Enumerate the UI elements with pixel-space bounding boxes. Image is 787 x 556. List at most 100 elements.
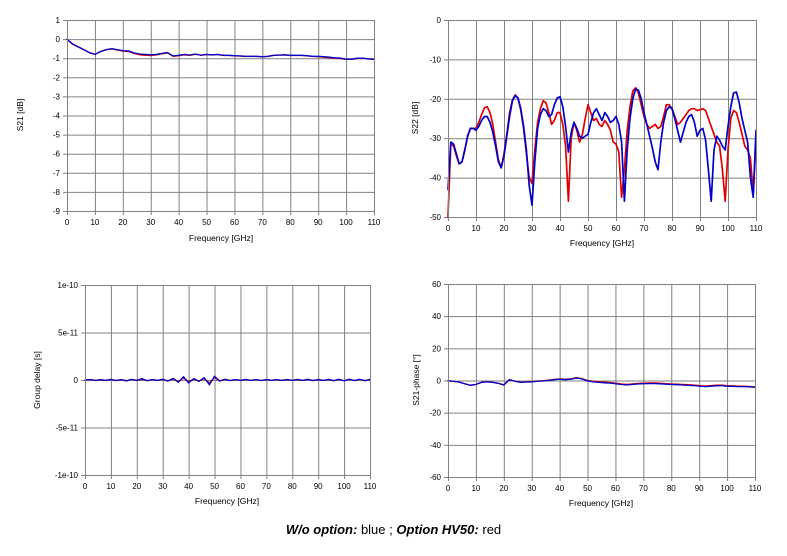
caption-wo-option-label: W/o option: — [285, 522, 358, 537]
group-delay-x-axis-label: Frequency [GHz] — [194, 496, 260, 506]
svg-text:60: 60 — [611, 484, 620, 493]
s21-phase-panel: 0 10 20 30 40 50 60 70 80 90 100 110 60 40 20 0 -20 -40 -6… — [400, 260, 787, 510]
svg-text:80: 80 — [286, 218, 295, 227]
svg-text:-3: -3 — [53, 92, 61, 101]
svg-text:70: 70 — [640, 224, 649, 233]
svg-text:20: 20 — [118, 218, 127, 227]
svg-text:0: 0 — [446, 484, 451, 493]
trace-blue — [447, 88, 757, 207]
svg-text:-2: -2 — [53, 73, 61, 82]
x-tick-labels: 0 10 20 30 40 50 60 70 80 90 100 110 — [446, 224, 763, 233]
svg-text:100: 100 — [337, 482, 351, 491]
svg-text:0: 0 — [74, 376, 79, 385]
s22-y-axis-label: S22 [dB] — [410, 101, 420, 135]
axes-border — [85, 285, 371, 476]
svg-text:20: 20 — [500, 224, 509, 233]
svg-text:100: 100 — [721, 224, 735, 233]
svg-text:-1e-10: -1e-10 — [55, 471, 79, 480]
svg-text:-9: -9 — [53, 207, 61, 216]
axes-border — [448, 20, 757, 218]
svg-text:-30: -30 — [429, 134, 441, 143]
svg-text:-20: -20 — [429, 409, 441, 418]
svg-text:30: 30 — [528, 224, 537, 233]
s22-magnitude-chart: 0 10 20 30 40 50 60 70 80 90 100 110 0 -10 -20 -30 -40 -5… — [429, 16, 763, 233]
svg-text:0: 0 — [56, 35, 61, 44]
svg-text:60: 60 — [612, 224, 621, 233]
svg-text:40: 40 — [555, 484, 564, 493]
svg-text:-5e-11: -5e-11 — [55, 424, 78, 433]
svg-text:70: 70 — [262, 482, 271, 491]
caption-wo-option-value: blue — [360, 522, 386, 537]
svg-text:70: 70 — [639, 484, 648, 493]
svg-text:0: 0 — [437, 16, 442, 25]
tick-marks — [81, 285, 371, 479]
svg-text:-1: -1 — [53, 54, 61, 63]
svg-text:-5: -5 — [53, 131, 61, 140]
svg-text:-40: -40 — [429, 441, 441, 450]
svg-text:60: 60 — [432, 280, 441, 289]
svg-text:110: 110 — [368, 218, 381, 227]
gridlines — [448, 284, 756, 478]
axes-border — [67, 20, 375, 212]
axes-border — [448, 284, 756, 478]
group-delay-panel: 0 10 20 30 40 50 60 70 80 90 100 110 1e-10 5e-11 0 -5e-… — [0, 260, 400, 510]
svg-text:70: 70 — [258, 218, 267, 227]
svg-text:80: 80 — [288, 482, 297, 491]
svg-text:100: 100 — [720, 484, 734, 493]
svg-text:10: 10 — [472, 224, 481, 233]
figure-caption: W/o option: blue ; Option HV50: red — [0, 522, 787, 537]
y-tick-labels: 0 -10 -20 -30 -40 -50 — [429, 16, 441, 222]
svg-text:60: 60 — [236, 482, 245, 491]
svg-text:80: 80 — [668, 224, 677, 233]
svg-text:110: 110 — [364, 482, 377, 491]
s22-magnitude-panel: 0 10 20 30 40 50 60 70 80 90 100 110 0 -10 -20 -30 -40 -5… — [400, 0, 787, 255]
svg-text:1e-10: 1e-10 — [58, 281, 79, 290]
group-delay-y-axis-label: Group delay [s] — [32, 351, 42, 409]
svg-text:1: 1 — [56, 16, 61, 25]
svg-text:30: 30 — [158, 482, 167, 491]
svg-text:50: 50 — [202, 218, 211, 227]
s21-phase-chart: 0 10 20 30 40 50 60 70 80 90 100 110 60 40 20 0 -20 -40 -6… — [429, 280, 762, 493]
svg-text:-7: -7 — [53, 169, 61, 178]
svg-text:40: 40 — [432, 312, 441, 321]
trace-blue — [447, 377, 756, 388]
svg-text:50: 50 — [210, 482, 219, 491]
trace-red — [447, 86, 757, 218]
svg-text:-6: -6 — [53, 150, 61, 159]
svg-text:0: 0 — [446, 224, 451, 233]
x-tick-labels: 0 10 20 30 40 50 60 70 80 90 100 110 — [446, 484, 762, 493]
caption-hv50-label: Option HV50: — [396, 522, 479, 537]
svg-text:30: 30 — [527, 484, 536, 493]
svg-text:20: 20 — [499, 484, 508, 493]
svg-text:40: 40 — [556, 224, 565, 233]
svg-text:-50: -50 — [429, 213, 441, 222]
s21-phase-x-axis-label: Frequency [GHz] — [568, 498, 634, 508]
svg-text:10: 10 — [471, 484, 480, 493]
svg-text:0: 0 — [437, 377, 442, 386]
s21-y-axis-label: S21 [dB] — [15, 98, 25, 132]
svg-text:-4: -4 — [53, 112, 61, 121]
s21-phase-y-axis-label: S21-phase [°] — [411, 354, 421, 406]
svg-text:0: 0 — [65, 218, 70, 227]
svg-text:90: 90 — [696, 224, 705, 233]
svg-text:40: 40 — [174, 218, 183, 227]
svg-text:60: 60 — [230, 218, 239, 227]
svg-text:-8: -8 — [53, 188, 61, 197]
group-delay-chart: 0 10 20 30 40 50 60 70 80 90 100 110 1e-10 5e-11 0 -5e-… — [55, 281, 377, 491]
svg-text:20: 20 — [132, 482, 141, 491]
svg-text:10: 10 — [106, 482, 115, 491]
svg-text:90: 90 — [314, 482, 323, 491]
svg-text:90: 90 — [695, 484, 704, 493]
caption-separator: ; — [389, 522, 393, 537]
y-tick-labels: 1e-10 5e-11 0 -5e-11 -1e-10 — [55, 281, 79, 480]
svg-text:110: 110 — [749, 484, 762, 493]
x-tick-labels: 0 10 20 30 40 50 60 70 80 90 100 110 — [83, 482, 377, 491]
svg-text:50: 50 — [584, 224, 593, 233]
svg-text:10: 10 — [90, 218, 99, 227]
svg-text:-40: -40 — [429, 174, 441, 183]
svg-text:-20: -20 — [429, 95, 441, 104]
svg-text:5e-11: 5e-11 — [58, 329, 78, 338]
svg-text:100: 100 — [339, 218, 353, 227]
svg-text:80: 80 — [667, 484, 676, 493]
